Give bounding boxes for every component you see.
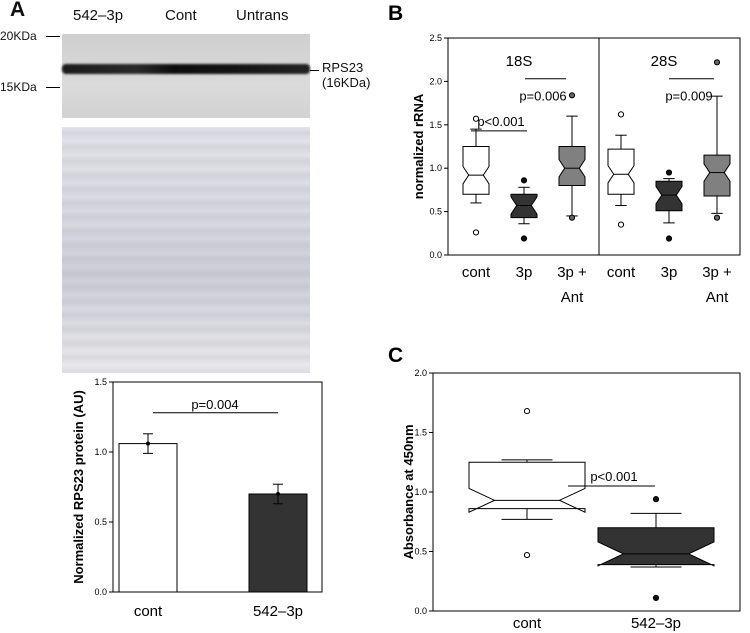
plot-frame (112, 381, 323, 593)
outlier-point (523, 407, 531, 415)
x-tick-label: 542–3p (631, 615, 681, 632)
box (468, 461, 586, 514)
outlier-point (665, 169, 673, 176)
y-tick-label: 1.0 (94, 447, 107, 457)
outlier-point (472, 115, 480, 122)
y-tick-label: 1.5 (94, 377, 107, 387)
x-tick-sublabel: Ant (706, 289, 729, 306)
lane-label-untrans: Untrans (236, 7, 289, 24)
rps23-band (62, 64, 310, 74)
outlier-point (652, 594, 660, 602)
p-value-label: p=0.004 (191, 397, 238, 412)
outlier-point (665, 235, 673, 242)
y-tick-label: 1.0 (414, 487, 427, 497)
band-label-rps23: RPS23 (322, 60, 364, 75)
y-tick-label: 1.0 (429, 163, 442, 173)
y-tick-label: 1.5 (414, 428, 427, 438)
x-tick-label: cont (513, 615, 542, 632)
x-tick-sublabel: Ant (561, 289, 584, 306)
box (597, 527, 715, 567)
y-tick-label: 2.5 (429, 33, 442, 43)
outlier-point (520, 177, 528, 184)
panel-c-box-chart: C 0.0 0.5 1.0 1.5 2.0 Absorbance at 450nm cont… (388, 344, 741, 632)
outlier-point (568, 214, 576, 221)
band-label-line (310, 70, 319, 71)
lane-label-cont: Cont (165, 7, 197, 24)
x-tick-label: 3p + (557, 264, 587, 281)
bar-542–3p (248, 493, 308, 593)
p-value-label: p<0.001 (590, 469, 637, 484)
marker-15kda: 15KDa (0, 80, 37, 94)
outlier-point (713, 59, 721, 66)
box (607, 148, 635, 195)
y-tick-label: 0.0 (429, 250, 442, 260)
outlier-point (652, 496, 660, 503)
plot-frame (447, 37, 741, 256)
box (558, 146, 586, 187)
marker-15kda-tick (46, 87, 60, 88)
outlier-point (472, 229, 480, 236)
group-title: 28S (651, 53, 678, 70)
box (462, 146, 490, 195)
x-tick-label: cont (462, 264, 491, 281)
outlier-point (617, 221, 625, 228)
p-value-label: p=0.009 (665, 88, 712, 103)
y-tick-label: 1.5 (429, 120, 442, 130)
outlier-point (617, 111, 625, 118)
x-tick-label: 3p + (702, 264, 732, 281)
p-value-label: p<0.001 (477, 114, 524, 129)
group-title: 18S (506, 53, 533, 70)
bar-cont (118, 443, 178, 593)
x-tick-label: cont (607, 264, 636, 281)
panel-a-bar-chart: 0.0 0.5 1.0 1.5 Normalized RPS23 protein (AU… (71, 377, 323, 620)
x-tick-label: cont (134, 603, 163, 620)
marker-20kda-tick (46, 36, 60, 37)
box (655, 180, 683, 212)
mean-point (146, 441, 150, 446)
lane-label-542-3p: 542–3p (73, 7, 124, 24)
box (703, 154, 731, 197)
western-blot-image (62, 34, 310, 118)
panel-a-letter: A (10, 0, 26, 21)
panel-a: A 542–3p Cont Untrans 20KDa 15KDa RPS23 … (0, 0, 370, 633)
y-axis-label: normalized rRNA (411, 93, 426, 199)
loading-control-stain-image (62, 127, 310, 373)
y-tick-label: 0.5 (414, 547, 427, 557)
panel-b-box-chart: B 0.0 0.5 1.0 1.5 2.0 2.5 normalized rRNA 18S co… (388, 2, 741, 306)
y-tick-label: 2.0 (429, 76, 442, 86)
panel-b-letter: B (388, 2, 403, 25)
y-tick-label: 0.0 (414, 606, 427, 616)
y-tick-label: 2.0 (414, 368, 427, 378)
marker-20kda: 20KDa (0, 29, 37, 43)
y-tick-label: 0.5 (94, 517, 107, 527)
x-tick-label: 3p (516, 264, 533, 281)
panel-c-letter: C (388, 344, 403, 367)
y-tick-label: 0.0 (94, 587, 107, 597)
x-tick-label: 3p (661, 264, 678, 281)
y-tick-label: 0.5 (429, 207, 442, 217)
p-value-label: p=0.006 (519, 88, 566, 103)
y-axis-label: Absorbance at 450nm (401, 424, 416, 559)
outlier-point (568, 92, 576, 99)
y-axis-label: Normalized RPS23 protein (AU) (71, 390, 86, 584)
outlier-point (520, 235, 528, 242)
outlier-point (523, 551, 531, 559)
band-label-16kda: (16KDa) (322, 75, 371, 90)
x-tick-label: 542–3p (253, 603, 303, 620)
outlier-point (713, 214, 721, 221)
mean-point (276, 492, 280, 496)
